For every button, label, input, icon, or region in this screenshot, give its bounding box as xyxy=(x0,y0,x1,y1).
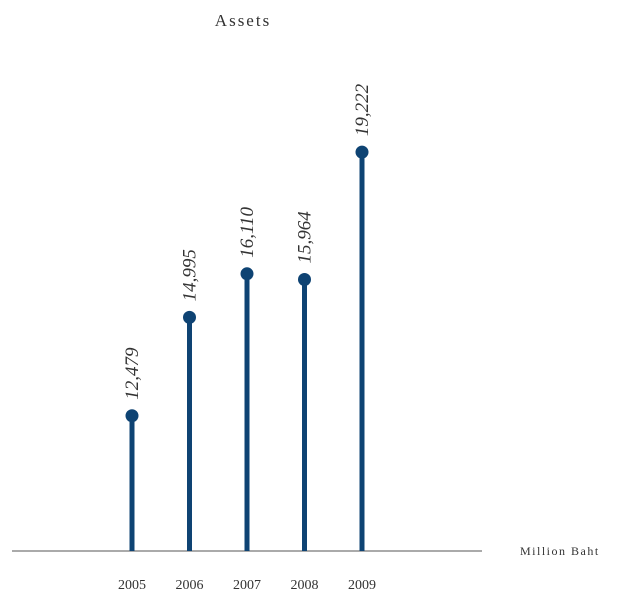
point-2007 xyxy=(240,267,254,281)
x-tick-2005: 2005 xyxy=(118,578,146,593)
point-2006 xyxy=(183,310,196,324)
data-label-2005: 12,479 xyxy=(122,347,143,400)
chart-marks: 12,479 2005 14,995 2006 16,110 2007 15,964 2008… xyxy=(118,83,376,593)
x-tick-2009: 2009 xyxy=(348,578,376,593)
point-2008 xyxy=(298,273,311,287)
unit-label: Million Baht xyxy=(520,544,600,558)
x-tick-2007: 2007 xyxy=(233,578,261,593)
point-2009 xyxy=(355,145,369,159)
x-tick-2006: 2006 xyxy=(176,578,204,593)
point-2005 xyxy=(125,409,139,423)
data-label-2008: 15,964 xyxy=(295,211,316,264)
data-label-2006: 14,995 xyxy=(180,249,201,301)
data-label-2007: 16,110 xyxy=(237,206,258,257)
data-label-2009: 19,222 xyxy=(352,83,373,136)
x-tick-2008: 2008 xyxy=(291,578,319,593)
chart-title: Assets xyxy=(215,11,271,30)
